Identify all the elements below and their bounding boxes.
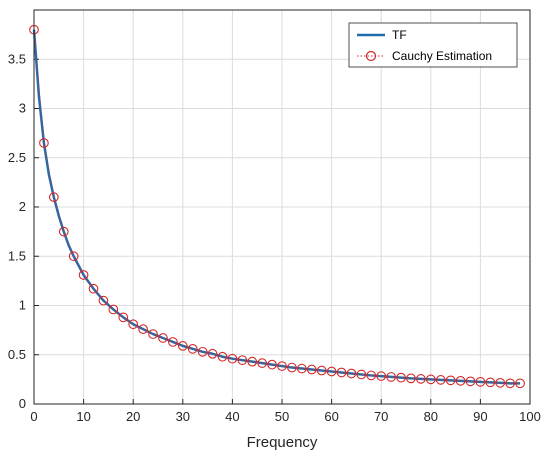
cauchy-point xyxy=(287,362,297,373)
cauchy-point xyxy=(88,283,99,294)
cauchy-point xyxy=(227,353,238,364)
cauchy-point xyxy=(296,363,307,374)
cauchy-point xyxy=(187,343,198,354)
y-tick-label: 3.5 xyxy=(8,51,26,66)
x-axis-label: Frequency xyxy=(247,434,318,451)
legend-tf-label: TF xyxy=(392,28,407,42)
cauchy-point xyxy=(425,374,436,385)
cauchy-series-line xyxy=(33,29,521,384)
y-tick-label: 0.5 xyxy=(8,347,26,362)
cauchy-point xyxy=(505,378,516,389)
x-tick-label: 100 xyxy=(519,409,541,424)
x-axis-ticks: 0 10 20 30 40 50 60 70 80 90 100 xyxy=(30,399,541,424)
cauchy-point xyxy=(39,138,49,148)
x-tick-label: 70 xyxy=(374,409,388,424)
cauchy-point xyxy=(148,329,158,339)
cauchy-point xyxy=(515,378,525,389)
cauchy-point xyxy=(376,371,387,381)
cauchy-point xyxy=(406,373,416,384)
cauchy-point xyxy=(48,192,59,202)
y-axis-ticks: 0 0.5 1 1.5 2 2.5 3 3.5 xyxy=(8,51,39,411)
cauchy-point xyxy=(158,333,168,343)
cauchy-point xyxy=(118,312,129,323)
cauchy-point xyxy=(445,375,456,386)
cauchy-point xyxy=(277,361,287,371)
y-tick-label: 3 xyxy=(19,101,26,116)
y-tick-label: 2 xyxy=(19,199,26,214)
y-tick-label: 0 xyxy=(19,396,26,411)
cauchy-point xyxy=(207,348,218,359)
cauchy-point xyxy=(366,370,377,381)
cauchy-point xyxy=(306,364,317,375)
cauchy-point xyxy=(435,375,446,385)
x-tick-label: 80 xyxy=(424,409,438,424)
grid-lines xyxy=(34,10,530,404)
x-tick-label: 40 xyxy=(225,409,239,424)
cauchy-point xyxy=(78,270,89,280)
x-tick-label: 90 xyxy=(473,409,487,424)
x-tick-label: 10 xyxy=(76,409,90,424)
cauchy-point xyxy=(138,324,148,334)
cauchy-point xyxy=(68,251,79,262)
cauchy-point xyxy=(346,368,357,379)
series-layer xyxy=(29,24,525,389)
legend-box xyxy=(348,22,518,68)
cauchy-point xyxy=(386,372,396,382)
cauchy-point xyxy=(316,365,327,376)
cauchy-point xyxy=(237,355,248,366)
cauchy-point xyxy=(336,367,347,378)
y-tick-label: 1 xyxy=(19,298,26,313)
cauchy-point xyxy=(356,369,367,380)
cauchy-point xyxy=(217,351,228,362)
cauchy-point xyxy=(475,376,486,387)
cauchy-point xyxy=(257,358,268,368)
legend-cauchy-label: Cauchy Estimation xyxy=(392,49,492,63)
x-tick-label: 30 xyxy=(176,409,190,424)
legend-cauchy-marker xyxy=(365,50,377,62)
cauchy-point xyxy=(168,337,178,347)
legend: TF Cauchy Estimation xyxy=(348,22,518,68)
x-tick-label: 20 xyxy=(126,409,140,424)
cauchy-point xyxy=(177,341,188,351)
cauchy-point xyxy=(128,319,139,330)
cauchy-point xyxy=(455,376,466,386)
y-tick-label: 1.5 xyxy=(8,248,26,263)
cauchy-point xyxy=(326,366,337,377)
cauchy-point xyxy=(485,377,496,388)
cauchy-point xyxy=(495,377,506,388)
plot-frame xyxy=(33,9,531,405)
y-tick-label: 2.5 xyxy=(8,150,26,165)
cauchy-point xyxy=(197,346,208,357)
cauchy-point xyxy=(396,372,406,383)
cauchy-point xyxy=(267,359,277,370)
cauchy-point xyxy=(416,374,426,384)
cauchy-point xyxy=(247,356,258,367)
x-tick-label: 0 xyxy=(30,409,37,424)
cauchy-point xyxy=(58,226,69,237)
cauchy-point xyxy=(108,304,119,315)
x-tick-label: 50 xyxy=(275,409,289,424)
x-tick-label: 60 xyxy=(324,409,338,424)
cauchy-point xyxy=(465,376,476,387)
cauchy-point xyxy=(98,295,109,306)
